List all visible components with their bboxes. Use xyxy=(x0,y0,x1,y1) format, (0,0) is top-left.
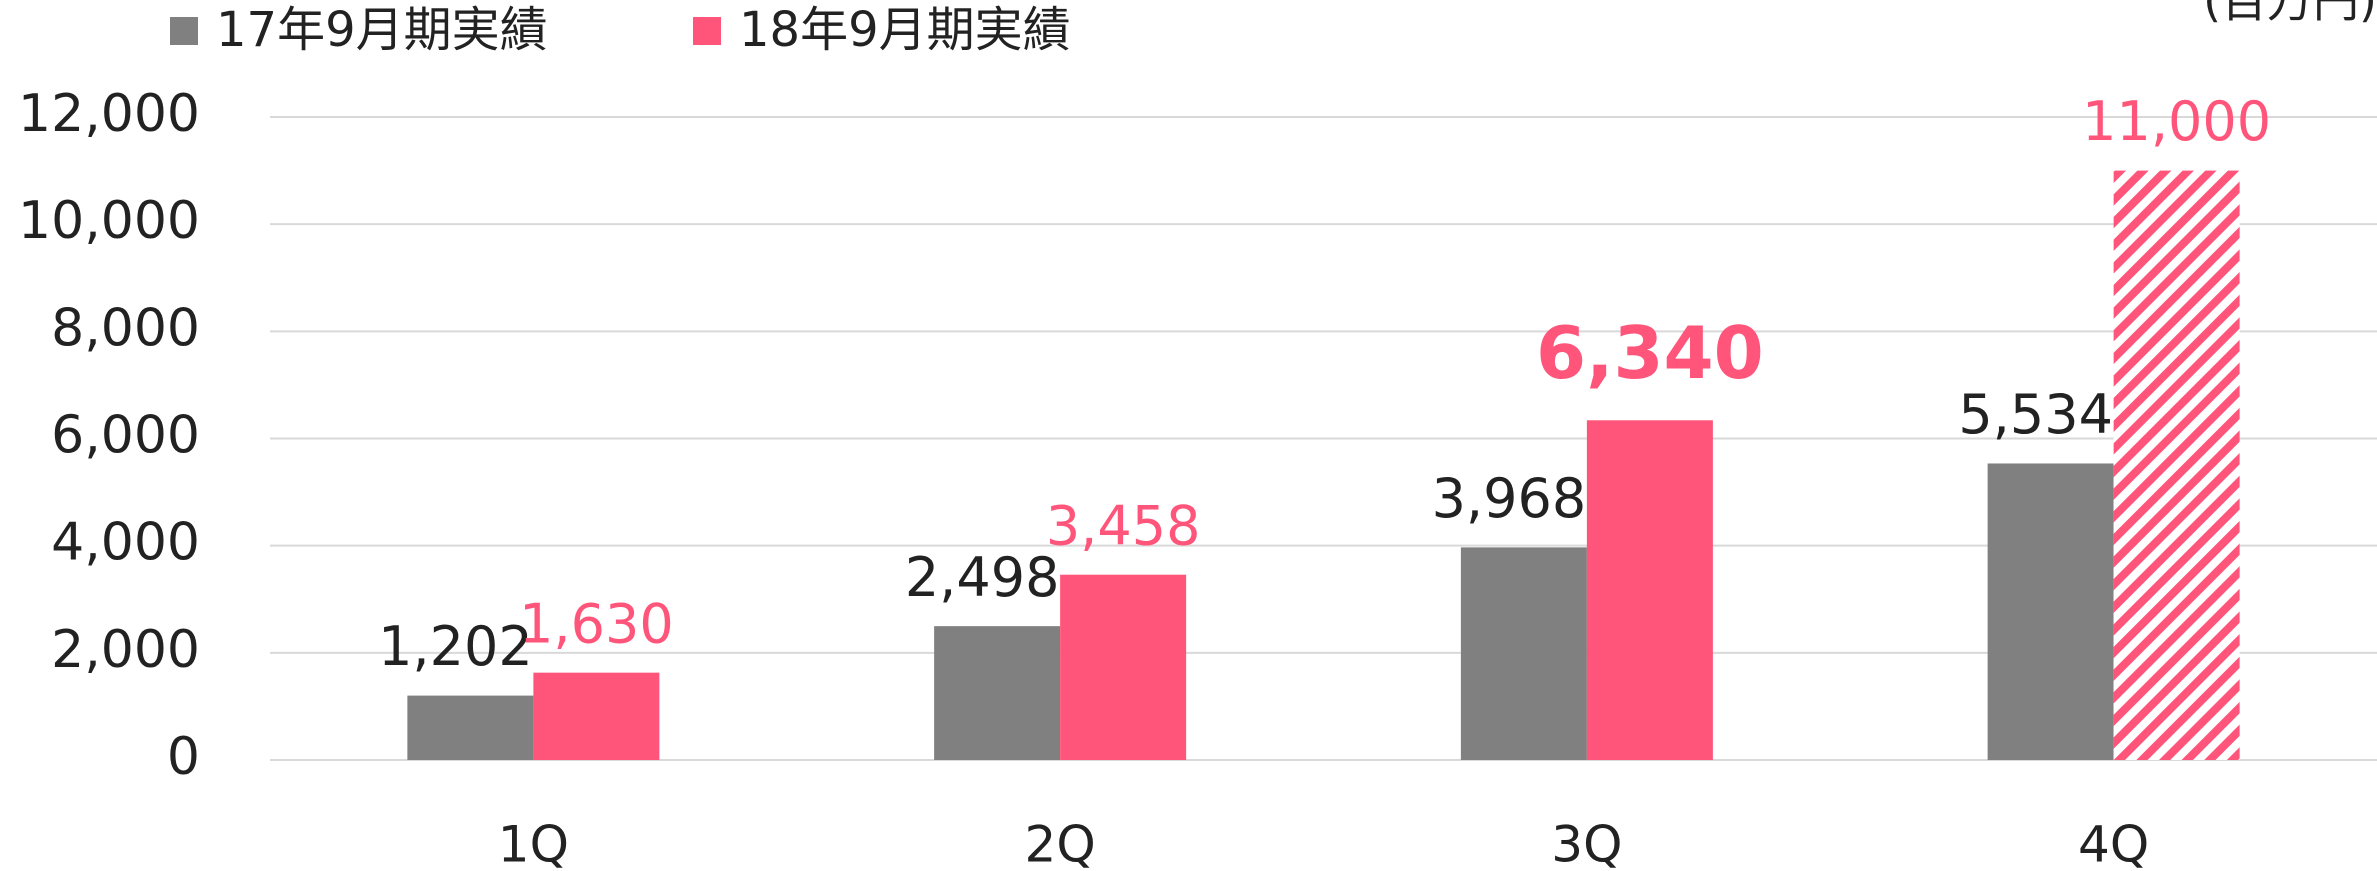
y-tick-label: 0 xyxy=(167,727,200,787)
bar xyxy=(1060,574,1187,760)
unit-label: (百万円) xyxy=(2203,0,2377,28)
bar xyxy=(533,672,660,760)
bar xyxy=(407,695,534,760)
data-label: 1,630 xyxy=(519,592,674,655)
data-label: 2,498 xyxy=(905,546,1060,609)
x-tick-label: 4Q xyxy=(2078,816,2149,871)
bar xyxy=(934,626,1061,760)
data-label: 5,534 xyxy=(1958,383,2113,446)
data-label: 11,000 xyxy=(2082,90,2271,153)
legend-label: 18年9月期実績 xyxy=(739,2,1071,58)
y-tick-label: 6,000 xyxy=(51,406,200,466)
x-tick-label: 2Q xyxy=(1025,816,1096,871)
bar xyxy=(1460,547,1587,760)
y-tick-label: 10,000 xyxy=(18,191,200,251)
y-tick-label: 2,000 xyxy=(51,620,200,680)
bar xyxy=(1987,463,2114,760)
legend-swatch xyxy=(170,17,198,45)
y-tick-label: 4,000 xyxy=(51,513,200,573)
data-label: 3,458 xyxy=(1046,494,1201,557)
bar xyxy=(2113,170,2240,761)
y-tick-label: 12,000 xyxy=(18,84,200,144)
x-tick-label: 1Q xyxy=(498,816,569,871)
data-label: 6,340 xyxy=(1536,311,1764,395)
legend-label: 17年9月期実績 xyxy=(216,2,548,58)
data-label: 3,968 xyxy=(1432,467,1587,530)
x-tick-label: 3Q xyxy=(1551,816,1622,871)
y-tick-label: 8,000 xyxy=(51,298,200,358)
legend-swatch xyxy=(693,17,721,45)
data-label: 1,202 xyxy=(378,615,533,678)
bar xyxy=(1586,420,1713,760)
